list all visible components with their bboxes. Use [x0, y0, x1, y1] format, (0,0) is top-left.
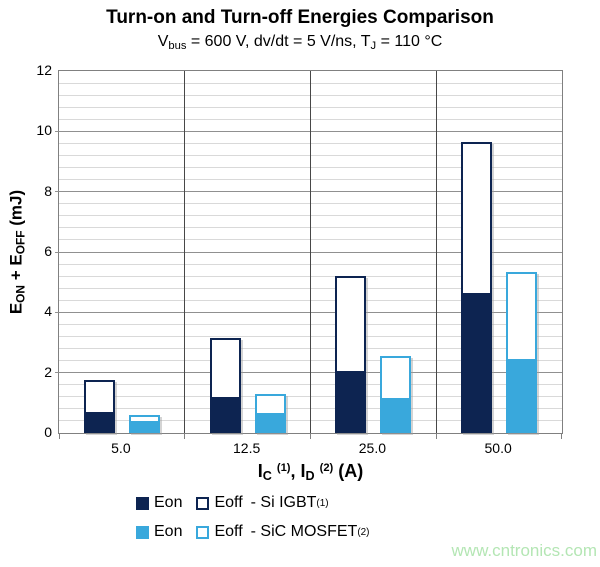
text-segment: , I	[290, 461, 306, 481]
text-segment: J	[370, 39, 377, 52]
legend-eon-label: Eon	[154, 523, 183, 540]
text-segment: D	[305, 469, 315, 484]
legend-swatch-eoff-open	[196, 525, 210, 539]
y-tick-label: 2	[44, 363, 52, 380]
x-axis-tick	[184, 433, 186, 439]
bar-si-igbt-25.0	[335, 276, 367, 433]
bar-fill-eon	[256, 413, 284, 431]
x-axis-tick	[561, 433, 562, 439]
bar-fill-eon	[130, 421, 158, 431]
legend-device-label: - Si IGBT	[250, 494, 317, 511]
x-tick-label: 25.0	[358, 440, 386, 456]
bar-si-igbt-5.0	[83, 380, 115, 433]
text-segment: I	[257, 461, 263, 481]
bar-sic-mosfet-50.0	[506, 272, 538, 433]
bar-fill-eon	[382, 398, 410, 431]
legend: Eon Eoff - Si IGBT (1) Eon Eoff - SiC MOSFET …	[136, 494, 369, 541]
gridline-major	[55, 372, 562, 374]
bar-fill-eon	[463, 293, 491, 431]
y-axis-tick-labels: 0 2 4 6 8 10 12	[0, 62, 52, 440]
category-separator	[310, 71, 311, 439]
x-axis-tick	[435, 433, 437, 439]
category-separator	[435, 71, 437, 439]
bar-si-igbt-12.5	[209, 338, 241, 433]
text-segment: bus	[168, 39, 187, 52]
legend-device-footnote: (1)	[316, 497, 329, 509]
bar-si-igbt-50.0	[461, 142, 493, 433]
legend-device-footnote: (2)	[357, 526, 370, 538]
y-tick-label: 0	[44, 424, 52, 440]
text-segment: C	[262, 469, 272, 484]
legend-swatch-eon-filled	[136, 525, 149, 539]
watermark: www.cntronics.com	[451, 541, 597, 560]
x-axis-tick-labels: 5.0 12.5 25.0 50.0	[58, 440, 563, 458]
legend-swatch-eoff-open	[196, 496, 210, 510]
y-tick-label: 4	[44, 303, 52, 320]
x-tick-label: 50.0	[484, 440, 512, 456]
bar-fill-eon	[337, 371, 365, 431]
bar-fill-eon	[211, 397, 239, 431]
text-segment: = 600 V, dv/dt = 5 V/ns, T	[186, 33, 371, 50]
bar-sic-mosfet-5.0	[128, 415, 160, 433]
legend-eoff-label: Eoff	[214, 523, 243, 540]
text-segment: V	[157, 33, 169, 50]
bar-sic-mosfet-25.0	[380, 356, 412, 433]
x-axis-title: IC (1), ID (2) (A)	[58, 461, 563, 483]
bar-fill-eon	[508, 359, 536, 431]
legend-device-label: - SiC MOSFET	[250, 523, 358, 540]
x-axis-tick	[310, 433, 311, 439]
text-segment: = 110 °C	[376, 33, 443, 50]
legend-swatch-eon-filled	[136, 496, 149, 510]
text-segment: (1)	[276, 461, 291, 474]
text-segment: (2)	[319, 461, 334, 474]
legend-row: Eon Eoff - Si IGBT (1)	[136, 494, 369, 512]
bar-fill-eon	[85, 412, 113, 431]
bar-sic-mosfet-12.5	[254, 394, 286, 433]
y-tick-label: 12	[36, 62, 52, 78]
y-tick-label: 10	[36, 122, 52, 139]
legend-row: Eon Eoff - SiC MOSFET (2)	[136, 523, 369, 541]
gridline-major	[55, 130, 562, 132]
legend-eon-label: Eon	[154, 494, 183, 511]
x-tick-label: 12.5	[233, 440, 261, 456]
plot-area	[55, 70, 563, 439]
x-tick-label: 5.0	[111, 440, 131, 456]
legend-eoff-label: Eoff	[214, 494, 243, 511]
text-segment: (A)	[333, 461, 364, 481]
x-axis-tick	[59, 433, 60, 439]
gridline-major	[55, 251, 562, 253]
chart-title: Turn-on and Turn-off Energies Comparison	[106, 7, 494, 28]
y-tick-label: 8	[44, 182, 52, 199]
gridline-major	[55, 311, 562, 313]
chart-subtitle: Vbus = 600 V, dv/dt = 5 V/ns, TJ = 110 °…	[0, 33, 600, 52]
gridline-major	[55, 191, 562, 193]
y-tick-label: 6	[44, 243, 52, 259]
category-separator	[184, 71, 186, 439]
